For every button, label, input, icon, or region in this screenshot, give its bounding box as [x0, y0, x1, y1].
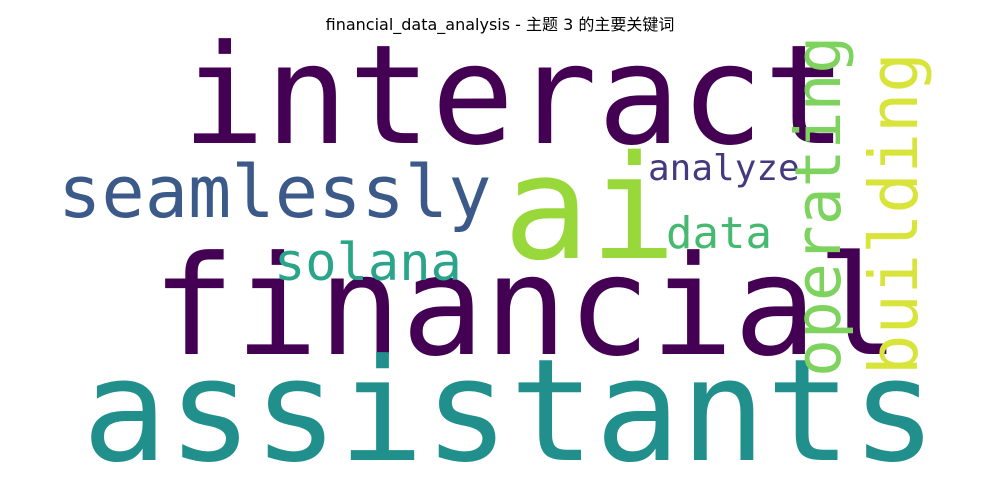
word-assistants: assistants: [82, 329, 937, 494]
word-financial: financial: [152, 226, 900, 387]
word-operating: operating: [782, 36, 855, 377]
word-seamlessly: seamlessly: [58, 150, 491, 234]
word-solana: solana: [274, 233, 462, 293]
word-building: building: [855, 52, 933, 375]
word-data: data: [666, 208, 772, 259]
word-ai: ai: [503, 124, 676, 292]
word-analyze: analyze: [648, 148, 800, 189]
page-title: financial_data_analysis - 主题 3 的主要关键词: [325, 15, 675, 34]
word-interact: interact: [182, 15, 847, 176]
